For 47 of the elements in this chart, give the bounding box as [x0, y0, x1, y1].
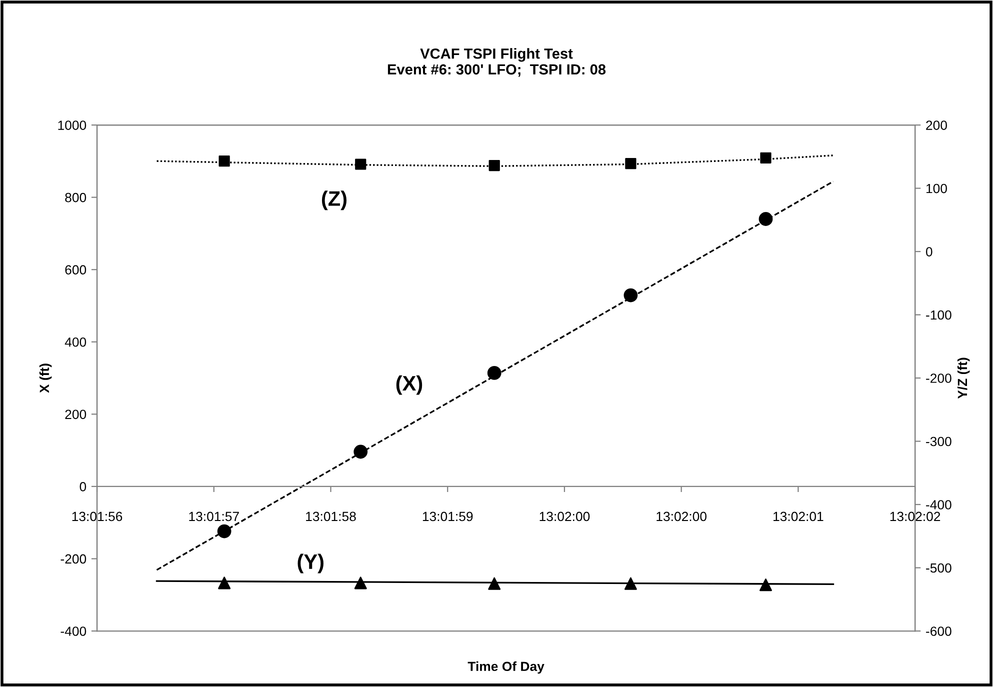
point: [759, 578, 772, 592]
y2-tick-label: -400: [926, 500, 952, 510]
y2-tick-label: 200: [926, 120, 947, 130]
y2-tick-label: -500: [926, 563, 952, 573]
y-tick-label: 0: [80, 482, 86, 492]
y2-tick-label: 100: [926, 184, 947, 194]
point: [758, 212, 773, 226]
point: [354, 576, 367, 590]
y2-axis-title: Y/Z (ft): [957, 358, 970, 399]
x-tick-label: 13:01:57: [189, 512, 239, 522]
chart-title: VCAF TSPI Flight Test Event #6: 300' LFO; TSPI ID: 08: [388, 48, 606, 77]
x-tick-label: 13:02:01: [774, 512, 824, 522]
point: [624, 288, 638, 302]
point: [217, 524, 232, 538]
point: [760, 152, 772, 164]
y2-tick-label: -600: [926, 626, 952, 636]
y-tick-label: -400: [60, 626, 86, 636]
y-tick-label: 800: [65, 192, 86, 202]
y-tick-label: -200: [60, 554, 86, 564]
series-label: (Y): [298, 554, 324, 574]
x-tick-label: 13:01:59: [422, 512, 473, 522]
y2-tick-label: -100: [926, 310, 952, 320]
y2-tick-label: 0: [926, 247, 932, 256]
y-axis-title: X (ft): [39, 364, 52, 393]
x-tick-label: 13:02:00: [540, 512, 590, 522]
point: [218, 576, 231, 590]
x-tick-label: 13:02:02: [890, 512, 940, 522]
x-tick-label: 13:01:58: [306, 512, 356, 522]
x-axis-title: Time Of Day: [468, 661, 544, 674]
series-label: (Z): [322, 190, 346, 210]
point: [488, 577, 501, 590]
y2-tick-label: -300: [926, 436, 952, 446]
text: (X): [396, 375, 422, 395]
point: [355, 158, 366, 170]
x-tick-label: 13:01:56: [72, 512, 122, 522]
y-tick-label: 600: [65, 265, 86, 275]
y-tick-label: 200: [65, 410, 86, 420]
point: [488, 160, 500, 172]
point: [218, 156, 230, 167]
y2-tick-label: -200: [926, 374, 952, 383]
point: [487, 366, 502, 380]
point: [354, 444, 368, 459]
y-tick-label: 1000: [58, 120, 86, 130]
x-tick-label: 13:02:00: [656, 512, 706, 522]
point: [624, 577, 637, 590]
point: [625, 158, 636, 170]
y-tick-label: 400: [64, 337, 86, 347]
